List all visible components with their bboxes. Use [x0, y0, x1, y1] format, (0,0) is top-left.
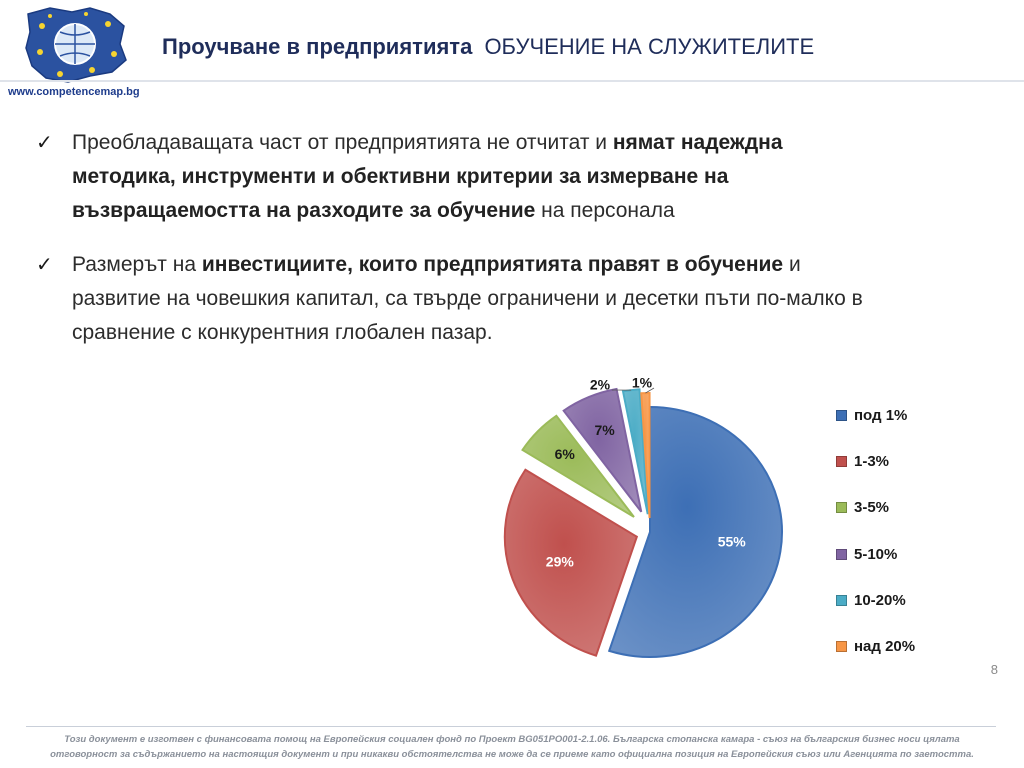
page-title: Проучване в предприятията ОБУЧЕНИЕ НА СЛ… — [162, 34, 814, 60]
slice-label: 55% — [718, 533, 747, 549]
checkmark-icon: ✓ — [36, 132, 53, 154]
title-bold: Проучване в предприятията — [162, 34, 473, 59]
slice-label: 1% — [632, 375, 653, 391]
pie-slice — [640, 392, 651, 519]
page-number: 8 — [990, 662, 998, 677]
bullet-list: ✓ Преобладаващата част от предприятията … — [36, 126, 936, 370]
bullet-text-part: Размерът на — [72, 253, 202, 276]
legend-item: под 1% — [836, 392, 915, 438]
legend-item: 10-20% — [836, 577, 915, 623]
pie-slice — [521, 414, 635, 518]
slice-label: 29% — [546, 554, 575, 570]
slice-label: 2% — [590, 377, 611, 393]
bullet-text-part: и развитие на човешкия капитал, са твърд… — [72, 253, 863, 344]
legend-label: 1-3% — [854, 452, 890, 470]
pie-slice — [607, 405, 783, 658]
legend-item: над 20% — [836, 623, 915, 669]
bullet-text-bold: нямат надеждна методика, инструменти и о… — [72, 131, 783, 222]
bullet-text: Преобладаващата част от предприятията не… — [72, 126, 872, 228]
pie-slice — [503, 468, 639, 657]
legend-label: 5-10% — [854, 545, 898, 563]
legend-swatch — [836, 548, 847, 560]
header-divider — [0, 80, 1024, 82]
legend-label: 3-5% — [854, 499, 890, 517]
title-caps: ОБУЧЕНИЕ НА СЛУЖИТЕЛИТЕ — [484, 34, 815, 59]
pie-chart: 55% 29% 6% 7% 2% 1% — [503, 375, 783, 658]
bullet-text-bold: инвестициите, които предприятията правят… — [201, 253, 784, 276]
pie-slice — [621, 388, 649, 515]
bullet-text-part: Преобладаващата част от предприятията не… — [72, 131, 613, 154]
legend-item: 3-5% — [836, 485, 915, 531]
website-url: www.competencemap.bg — [8, 86, 140, 98]
legend-swatch — [836, 594, 847, 606]
footer-divider — [26, 726, 996, 727]
slice-label: 6% — [555, 446, 576, 462]
pie-slice — [562, 387, 643, 513]
legend-label: над 20% — [854, 638, 916, 656]
footer-line: Този документ е изготвен с финансовата п… — [64, 734, 960, 745]
label-leader-line — [645, 387, 655, 394]
checkmark-icon: ✓ — [36, 254, 53, 276]
legend-item: 1-3% — [836, 438, 915, 484]
slice-label: 7% — [594, 422, 615, 438]
legend-swatch — [836, 455, 847, 467]
bullet-text: Размерът на инвестициите, които предприя… — [72, 248, 872, 350]
footer-line: отговорност за съдържанието на настоящия… — [50, 749, 974, 760]
project-logo — [25, 7, 127, 83]
chart-legend: под 1% 1-3% 3-5% 5-10% 10-20% над 20% — [836, 392, 915, 670]
bullet-item: ✓ Преобладаващата част от предприятията … — [36, 126, 936, 228]
legend-swatch — [836, 502, 847, 514]
bullet-item: ✓ Размерът на инвестициите, които предпр… — [36, 248, 936, 350]
legend-label: 10-20% — [854, 591, 906, 609]
footer-disclaimer: Този документ е изготвен с финансовата п… — [30, 732, 994, 762]
legend-label: под 1% — [854, 406, 908, 424]
legend-swatch — [836, 641, 847, 653]
legend-swatch — [836, 409, 847, 421]
legend-item: 5-10% — [836, 531, 915, 577]
bullet-text-part: на персонала — [535, 199, 675, 222]
